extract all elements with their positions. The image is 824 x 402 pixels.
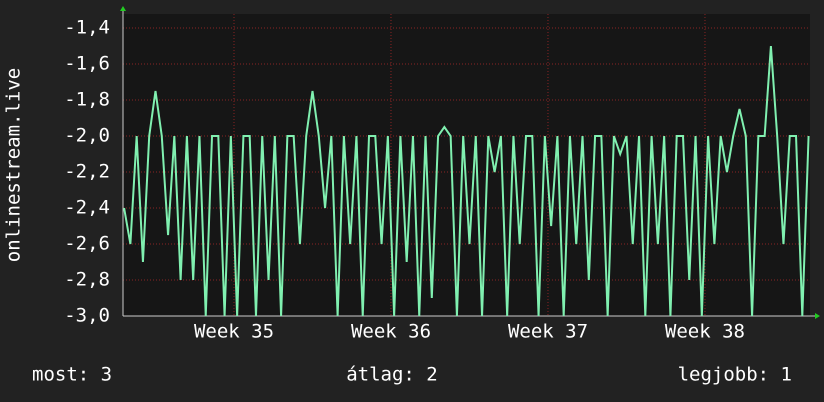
x-tick-label: Week 36 (351, 321, 431, 343)
y-tick-label: -1,6 (64, 53, 110, 75)
y-tick-label: -2,8 (64, 269, 110, 291)
y-tick-label: -1,8 (64, 89, 110, 111)
stat-best: legjobb: 1 (678, 364, 792, 386)
x-tick-label: Week 38 (665, 321, 745, 343)
y-tick-label: -2,6 (64, 233, 110, 255)
y-tick-label: -2,2 (64, 161, 110, 183)
axis-arrow (120, 6, 126, 11)
data-line (123, 45, 810, 316)
y-tick-label: -1,4 (64, 17, 110, 39)
y-tick-label: -2,0 (64, 125, 110, 147)
y-tick-label: -2,4 (64, 197, 110, 219)
x-tick-label: Week 37 (508, 321, 588, 343)
axis-arrow (815, 313, 820, 319)
x-tick-label: Week 35 (194, 321, 274, 343)
y-axis-label: onlinestream.live (3, 68, 25, 262)
stat-average: átlag: 2 (346, 364, 438, 386)
stat-current: most: 3 (32, 364, 112, 386)
y-tick-label: -3,0 (64, 305, 110, 327)
